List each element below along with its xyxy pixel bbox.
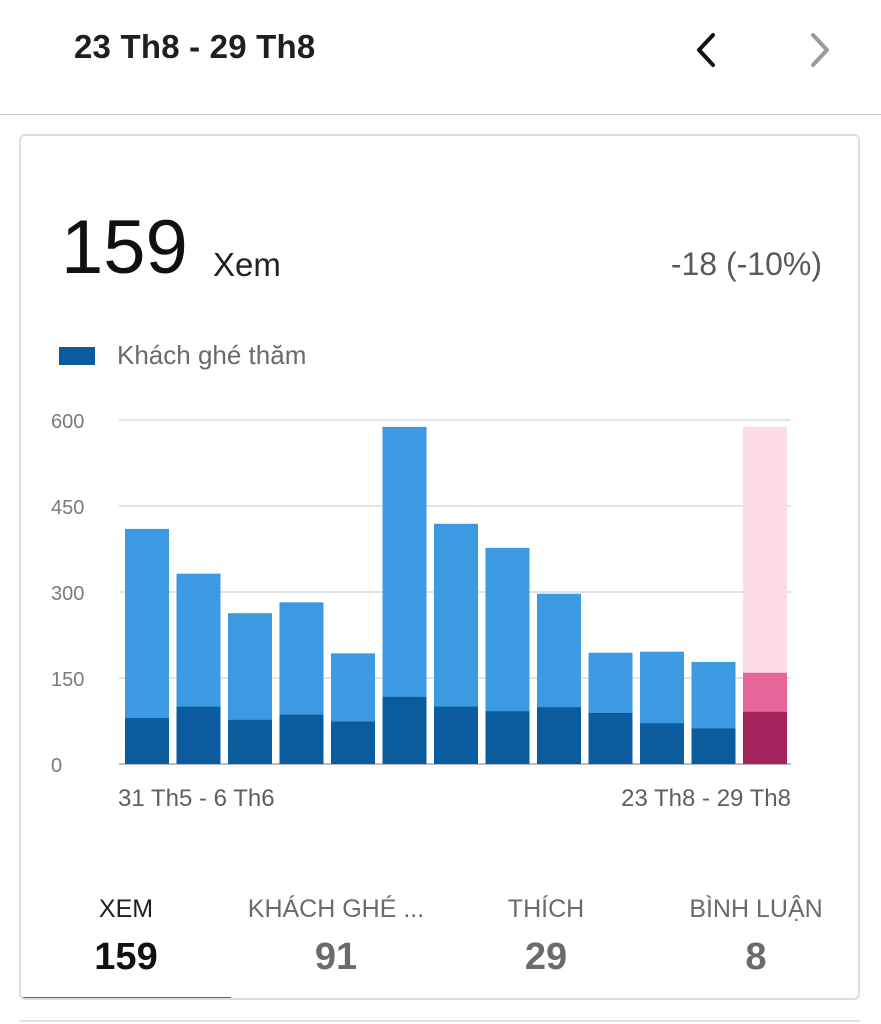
tab-views-label: XEM [98,895,154,923]
y-tick-label: 300 [51,583,84,605]
y-tick-label: 0 [51,755,62,777]
visitors-bar [691,728,736,764]
date-range-header: 23 Th8 - 29 Th8 [0,0,881,115]
stats-card: 159 Xem -18 (-10%) Khách ghé thăm 600 450… [19,134,860,1000]
chart-legend: Khách ghé thăm [59,340,306,371]
divider [19,1020,860,1022]
y-tick-label: 600 [51,411,84,433]
x-label-last: 23 Th8 - 29 Th8 [621,785,791,812]
chevron-right-icon [811,33,829,67]
tab-views-value: 159 [94,936,158,978]
visitors-bar [640,723,684,764]
tab-views[interactable]: XEM 159 [21,891,231,998]
tab-likes-value: 29 [524,936,568,978]
weekly-bar-chart: 600 450 300 150 0 31 Th5 - 6 Th6 23 Th8 - 29 T… [51,411,791,812]
tab-likes-label: THÍCH [507,895,585,923]
visitors-bar [743,711,787,764]
visitors-bar [485,711,530,764]
tab-likes[interactable]: THÍCH 29 [441,891,651,998]
total-views-unit: Xem [213,246,281,283]
visitors-bar [382,696,427,764]
active-tab-indicator [21,997,231,998]
tab-comments-label: BÌNH LUẬN [689,895,823,923]
tab-visitors-value: 91 [314,936,358,978]
tab-comments[interactable]: BÌNH LUẬN 8 [651,891,858,998]
tab-comments-value: 8 [745,936,767,978]
legend-label: Khách ghé thăm [117,340,307,370]
visitors-bar [279,714,324,764]
tab-visitors-label: KHÁCH GHÉ ... [247,895,425,923]
legend-swatch [59,346,95,365]
visitors-bar [537,707,581,764]
visitors-bar [228,719,272,764]
x-label-first: 31 Th5 - 6 Th6 [118,785,275,812]
y-tick-label: 450 [51,497,84,519]
y-tick-label: 150 [51,669,84,691]
visitors-bar [588,712,633,764]
metric-tabs: XEM 159 KHÁCH GHÉ ... 91 THÍCH 29 BÌNH L… [21,891,858,998]
total-views-value: 159 [61,205,188,290]
views-change: -18 (-10%) [670,246,822,282]
visitors-bar [125,718,169,764]
next-week-button[interactable] [796,26,844,74]
chevron-left-icon [697,33,715,67]
previous-week-button[interactable] [682,26,730,74]
visitors-bar [434,706,478,764]
date-range-title: 23 Th8 - 29 Th8 [74,28,316,65]
tab-visitors[interactable]: KHÁCH GHÉ ... 91 [231,891,441,998]
visitors-bar [176,706,221,764]
visitors-bar [331,721,375,764]
